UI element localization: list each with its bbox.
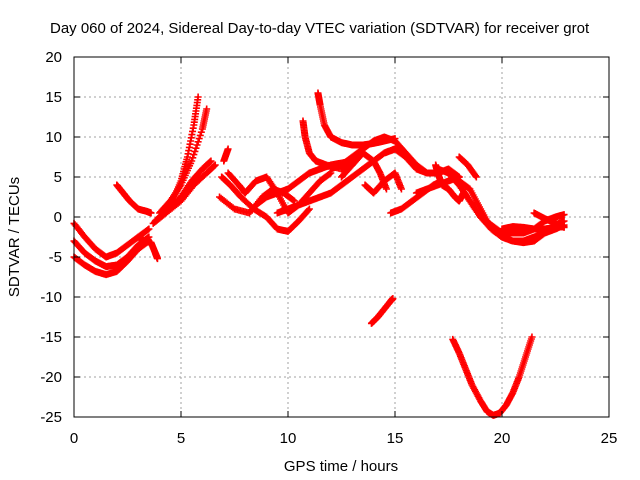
data-point	[211, 161, 219, 169]
data-point	[147, 209, 155, 217]
y-tick-label: -5	[49, 249, 62, 266]
y-tick-label: -15	[40, 329, 62, 346]
data-point	[192, 144, 200, 152]
data-point	[528, 333, 536, 341]
data-point	[191, 147, 199, 155]
data-point	[382, 185, 390, 193]
data-point	[194, 138, 202, 146]
series-track-30	[530, 209, 568, 231]
axis-ticks: 0 5 10 15 20 25 20 15 10 5 0 -5 -10 -15 -20 -25	[40, 49, 617, 447]
x-tick-label: 15	[387, 430, 404, 447]
data-point	[389, 295, 397, 303]
data-point	[188, 157, 196, 165]
data-point	[304, 206, 312, 214]
series-track-20	[361, 169, 405, 197]
series-track-4	[113, 181, 155, 217]
data-point	[305, 205, 313, 213]
x-tick-label: 5	[177, 430, 185, 447]
y-tick-label: 0	[54, 209, 62, 226]
y-tick-label: 10	[45, 129, 62, 146]
x-tick-label: 25	[601, 430, 618, 447]
series-track-7	[156, 105, 211, 217]
series-track-3	[70, 237, 153, 279]
data-point	[193, 141, 201, 149]
data-point	[471, 172, 479, 180]
data-point	[560, 217, 568, 225]
series-track-9	[149, 161, 219, 227]
data-point	[203, 105, 211, 113]
data-point	[224, 145, 232, 153]
x-tick-label: 20	[494, 430, 511, 447]
data-point	[190, 151, 198, 159]
x-tick-label: 0	[70, 430, 78, 447]
chart-title: Day 060 of 2024, Sidereal Day-to-day VTE…	[50, 20, 590, 37]
data-point	[197, 128, 205, 136]
y-axis-title: SDTVAR / TECUs	[6, 177, 23, 297]
y-tick-label: -10	[40, 289, 62, 306]
data-point	[189, 154, 197, 162]
y-tick-label: -25	[40, 409, 62, 426]
data-point	[153, 255, 161, 263]
data-point	[397, 185, 405, 193]
plot-frame	[73, 56, 610, 418]
y-tick-label: 20	[45, 49, 62, 66]
x-axis-title: GPS time / hours	[284, 458, 398, 475]
series-track-18	[327, 133, 431, 177]
data-point	[196, 131, 204, 139]
y-tick-label: 15	[45, 89, 62, 106]
series-track-5	[134, 233, 161, 263]
series-track-21	[380, 145, 463, 181]
series-track-28	[455, 153, 480, 181]
data-point	[145, 225, 153, 233]
data-point	[560, 211, 568, 219]
data-point	[195, 135, 203, 143]
series-track-10	[220, 145, 232, 165]
data-point	[472, 173, 480, 181]
series-track-31	[367, 295, 397, 327]
data-point	[194, 93, 202, 101]
data-series-layer	[70, 89, 568, 419]
y-tick-label: -20	[40, 369, 62, 386]
data-point	[207, 157, 215, 165]
x-tick-label: 10	[280, 430, 297, 447]
series-track-19	[338, 149, 390, 193]
y-tick-label: 5	[54, 169, 62, 186]
data-point	[560, 223, 568, 231]
series-track-32	[449, 333, 536, 419]
